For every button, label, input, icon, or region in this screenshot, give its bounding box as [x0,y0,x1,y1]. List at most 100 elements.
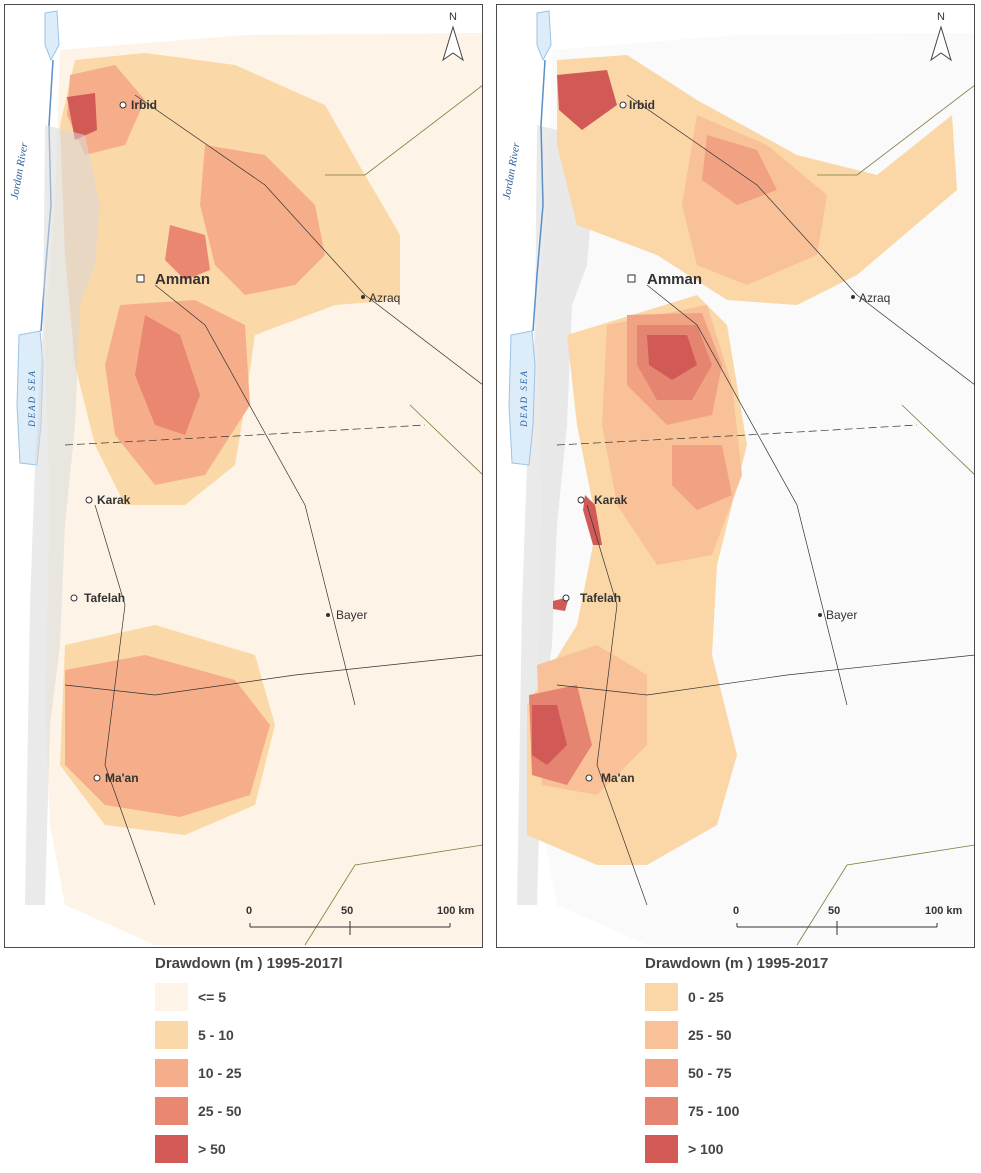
city-marker-maan [585,774,593,782]
legend-label: <= 5 [198,989,227,1005]
drawdown-zone-over-100 [647,335,697,380]
scale-label-mid: 50 [828,905,841,917]
legend-label: > 50 [198,1141,226,1157]
road-line [64,654,482,696]
legend-item: 10 - 25 [155,1059,485,1097]
road-line [646,284,848,706]
city-marker-irbid [619,101,627,109]
map-canvas [508,10,974,946]
city-marker-karak [85,496,93,504]
city-marker-tafelah [70,594,78,602]
legend-item: 75 - 100 [645,1097,975,1135]
legend-title: Drawdown (m ) 1995-2017 [645,955,829,972]
city-label-tafelah: Tafelah [84,591,126,605]
city-label-amman: Amman [647,271,703,288]
legend-item: 5 - 10 [155,1021,485,1059]
legend-label: 50 - 75 [688,1065,732,1081]
legend-label: > 100 [688,1141,724,1157]
legend-label: 75 - 100 [688,1103,740,1119]
legend-label: 25 - 50 [688,1027,732,1043]
terrain-relief [25,125,100,905]
legend-swatch [645,1135,678,1163]
legend-swatch [645,983,678,1011]
drawdown-zone-50-75-east [672,445,732,510]
city-label-maan: Ma'an [105,771,139,785]
city-label-azraq: Azraq [369,291,401,305]
legend-swatch [155,1021,188,1049]
city-label-maan: Ma'an [601,771,635,785]
legend-item: 25 - 50 [645,1021,975,1059]
legend-swatch [645,1097,678,1125]
legend-label: 5 - 10 [198,1027,234,1043]
scale-bar [249,921,451,935]
city-marker-karak [577,496,585,504]
north-arrow-label: N [937,11,945,23]
city-marker-amman [627,274,636,283]
border-line-east [901,404,974,475]
scale-label-end: 100 km [437,905,475,917]
city-marker-bayer [818,613,822,617]
dead-sea-label: DEAD SEA [26,369,37,427]
road-line [154,284,356,706]
map-panel-1995-2017[interactable]: N Jordan River DEAD SEA Irbid Amman Azra… [496,4,975,948]
city-label-bayer: Bayer [336,608,368,622]
dead-sea-shape [508,330,536,466]
dead-sea-label: DEAD SEA [518,369,529,427]
city-label-irbid: Irbid [629,98,655,112]
city-marker-maan [93,774,101,782]
road-line [556,654,974,696]
city-label-bayer: Bayer [826,608,858,622]
legend-item: 50 - 75 [645,1059,975,1097]
legend-swatch [155,1135,188,1163]
north-arrow-icon [442,25,464,62]
city-marker-tafelah [562,594,570,602]
legend-item: <= 5 [155,983,485,1021]
city-label-amman: Amman [155,271,211,288]
jordan-river-line [532,59,546,332]
lake-tiberias-shape [44,10,60,62]
drawdown-zone-10-25-south [65,655,270,817]
legend-swatch [155,1097,188,1125]
legend-item: 0 - 25 [645,983,975,1021]
drawdown-zone-25-50 [135,315,200,435]
legend-label: 10 - 25 [198,1065,242,1081]
drawdown-zone-over-50 [67,93,97,140]
city-label-karak: Karak [97,493,131,507]
city-marker-azraq [851,295,855,299]
drawdown-zone-10-25 [200,145,325,295]
city-marker-bayer [326,613,330,617]
border-line [817,85,974,176]
road-line [626,94,974,385]
scale-label-mid: 50 [341,905,354,917]
legend-swatch [645,1059,678,1087]
legend-swatch [155,1059,188,1087]
city-marker-amman [136,274,145,283]
legend-swatch [645,1021,678,1049]
border-line [325,85,482,176]
legend-left: Drawdown (m ) 1995-2017l <= 5 5 - 10 10 … [155,955,485,1173]
scale-label-end: 100 km [925,905,963,917]
legend-right: Drawdown (m ) 1995-2017 0 - 25 25 - 50 5… [645,955,975,1173]
legend-item: 25 - 50 [155,1097,485,1135]
city-label-karak: Karak [594,493,628,507]
city-marker-azraq [361,295,365,299]
lake-tiberias-shape [536,10,552,62]
drawdown-zone-over-100-north [557,70,617,130]
legend-label: 25 - 50 [198,1103,242,1119]
city-label-azraq: Azraq [859,291,891,305]
legend-swatch [155,983,188,1011]
legend-label: 0 - 25 [688,989,724,1005]
road-line [556,424,918,446]
road-line [586,504,648,906]
city-label-tafelah: Tafelah [580,591,622,605]
road-line [134,94,482,385]
legend-item: > 50 [155,1135,485,1173]
drawdown-zone-25-50-amman [165,225,210,280]
scale-label-zero: 0 [246,905,253,917]
road-line [64,424,426,446]
map-panel-1995-2017l[interactable]: N Jordan River DEAD SEA Irbid Amman Azra… [4,4,483,948]
border-line-south [796,844,974,946]
drawdown-zone-over-100-south [532,705,567,765]
north-arrow-icon [930,25,952,62]
scale-label-zero: 0 [733,905,740,917]
